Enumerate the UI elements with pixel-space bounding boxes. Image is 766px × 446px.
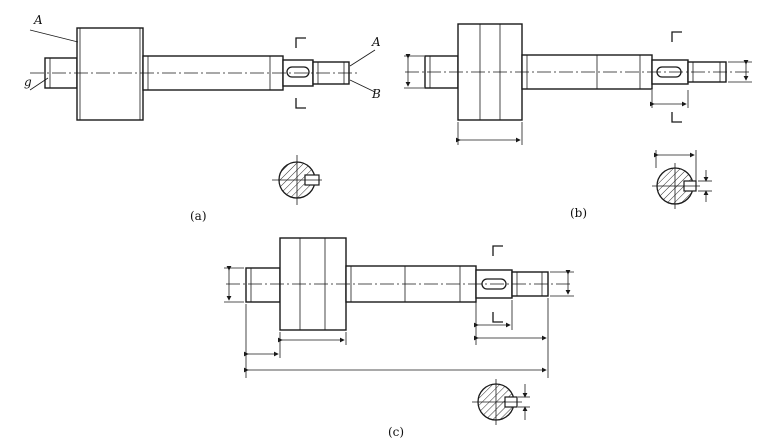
dimensions-b — [404, 54, 752, 145]
keyway-slot — [286, 66, 310, 78]
label-a-right: A — [371, 35, 381, 49]
caption-a: (a) — [190, 209, 207, 223]
shaft-a — [30, 27, 360, 121]
section-marks-b — [671, 31, 682, 123]
section-marks-a — [295, 37, 306, 109]
label-b-right: B — [371, 87, 381, 101]
view-a: A g A B (a) — [24, 13, 381, 223]
view-c: (c) — [224, 237, 574, 439]
section-marks-c — [492, 245, 503, 323]
dimensions-c — [224, 266, 574, 378]
caption-b: (b) — [570, 206, 587, 220]
left-journal — [245, 267, 281, 303]
section-view-b — [652, 150, 712, 209]
section-view-a — [272, 155, 322, 205]
shaft-c — [226, 237, 570, 331]
shaft-b — [405, 23, 752, 121]
label-a-top: A — [33, 13, 43, 27]
gear-hub — [76, 27, 144, 121]
view-b: (b) — [404, 23, 752, 220]
leaders-a — [29, 29, 376, 93]
section-view-c — [472, 379, 530, 425]
label-g: g — [24, 75, 32, 89]
caption-c: (c) — [388, 425, 404, 439]
